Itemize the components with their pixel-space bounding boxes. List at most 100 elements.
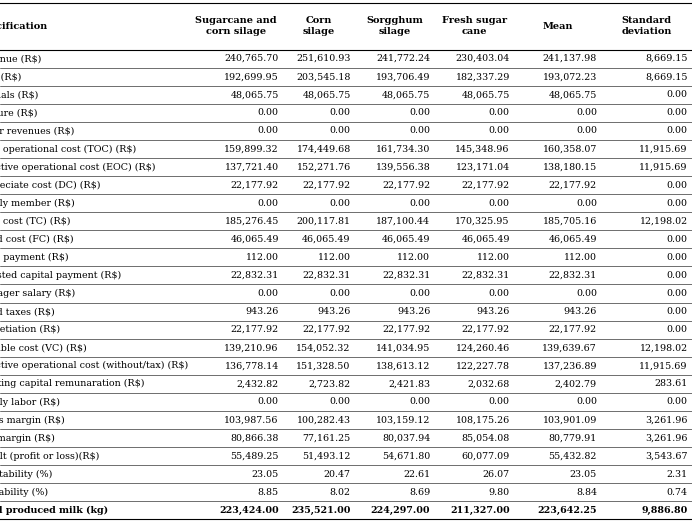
Text: 48,065.75: 48,065.75 [230, 90, 279, 99]
Text: Animals (R$): Animals (R$) [0, 90, 39, 99]
Text: 0.00: 0.00 [257, 289, 279, 298]
Text: 48,065.75: 48,065.75 [382, 90, 430, 99]
Text: 0.00: 0.00 [409, 126, 430, 135]
Text: 11,915.69: 11,915.69 [639, 145, 688, 153]
Text: 943.26: 943.26 [563, 307, 597, 316]
Text: Net margin (R$): Net margin (R$) [0, 433, 55, 443]
Text: 0.00: 0.00 [409, 199, 430, 208]
Text: Effective operational cost (EOC) (R$): Effective operational cost (EOC) (R$) [0, 162, 156, 172]
Text: 46,065.49: 46,065.49 [230, 235, 279, 244]
Text: 103,987.56: 103,987.56 [224, 416, 279, 424]
Text: Gross margin (R$): Gross margin (R$) [0, 416, 65, 424]
Text: Fixed taxes (R$): Fixed taxes (R$) [0, 307, 55, 316]
Text: 0.00: 0.00 [667, 397, 688, 407]
Text: Sorgghum
silage: Sorgghum silage [366, 16, 423, 36]
Text: 55,432.82: 55,432.82 [549, 452, 597, 460]
Text: 193,706.49: 193,706.49 [376, 72, 430, 81]
Text: Land payment (R$): Land payment (R$) [0, 253, 69, 262]
Text: 51,493.12: 51,493.12 [302, 452, 351, 460]
Text: 943.26: 943.26 [397, 307, 430, 316]
Text: 235,521.00: 235,521.00 [291, 506, 351, 515]
Text: 22,177.92: 22,177.92 [302, 325, 351, 334]
Text: 0.00: 0.00 [667, 181, 688, 189]
Text: Total produced milk (kg): Total produced milk (kg) [0, 506, 109, 515]
Text: 0.00: 0.00 [667, 325, 688, 334]
Text: 192,699.95: 192,699.95 [224, 72, 279, 81]
Text: Depretiation (R$): Depretiation (R$) [0, 325, 61, 334]
Text: 8.84: 8.84 [576, 488, 597, 497]
Text: 251,610.93: 251,610.93 [296, 54, 351, 63]
Text: 124,260.46: 124,260.46 [455, 343, 510, 352]
Text: Mean: Mean [543, 21, 573, 31]
Text: Other revenues (R$): Other revenues (R$) [0, 126, 75, 135]
Text: 23.05: 23.05 [251, 470, 279, 479]
Text: 12,198.02: 12,198.02 [639, 217, 688, 226]
Text: 152,271.76: 152,271.76 [296, 162, 351, 172]
Text: 182,337.29: 182,337.29 [455, 72, 510, 81]
Text: 0.00: 0.00 [489, 199, 510, 208]
Text: 22,177.92: 22,177.92 [302, 181, 351, 189]
Text: 100,282.43: 100,282.43 [297, 416, 351, 424]
Text: 2,723.82: 2,723.82 [309, 379, 351, 388]
Text: 0.00: 0.00 [409, 289, 430, 298]
Text: 112.00: 112.00 [477, 253, 510, 262]
Text: 0.00: 0.00 [667, 271, 688, 280]
Text: 0.00: 0.00 [667, 289, 688, 298]
Text: 0.00: 0.00 [257, 126, 279, 135]
Text: 11,915.69: 11,915.69 [639, 361, 688, 370]
Text: 0.00: 0.00 [329, 199, 351, 208]
Text: 112.00: 112.00 [318, 253, 351, 262]
Text: 174,449.68: 174,449.68 [296, 145, 351, 153]
Text: 0.00: 0.00 [576, 109, 597, 117]
Text: 23.05: 23.05 [570, 470, 597, 479]
Text: 2,032.68: 2,032.68 [468, 379, 510, 388]
Text: 3,261.96: 3,261.96 [646, 416, 688, 424]
Text: 241,772.24: 241,772.24 [376, 54, 430, 63]
Text: Fixed cost (FC) (R$): Fixed cost (FC) (R$) [0, 235, 74, 244]
Text: 139,639.67: 139,639.67 [543, 343, 597, 352]
Text: 22,177.92: 22,177.92 [382, 325, 430, 334]
Text: Depreciate cost (DC) (R$): Depreciate cost (DC) (R$) [0, 181, 101, 189]
Text: Total cost (TC) (R$): Total cost (TC) (R$) [0, 217, 71, 226]
Text: Milk (R$): Milk (R$) [0, 72, 22, 81]
Text: 0.00: 0.00 [667, 109, 688, 117]
Text: 80,779.91: 80,779.91 [549, 434, 597, 443]
Text: 22,177.92: 22,177.92 [230, 181, 279, 189]
Text: 0.00: 0.00 [257, 397, 279, 407]
Text: 8,669.15: 8,669.15 [646, 72, 688, 81]
Text: 223,642.25: 223,642.25 [538, 506, 597, 515]
Text: Family labor (R$): Family labor (R$) [0, 397, 60, 407]
Text: 22,832.31: 22,832.31 [302, 271, 351, 280]
Text: 12,198.02: 12,198.02 [639, 343, 688, 352]
Text: 151,328.50: 151,328.50 [296, 361, 351, 370]
Text: 0.00: 0.00 [667, 90, 688, 99]
Text: 22,177.92: 22,177.92 [549, 325, 597, 334]
Text: 3,261.96: 3,261.96 [646, 434, 688, 443]
Text: 137,721.40: 137,721.40 [225, 162, 279, 172]
Text: 161,734.30: 161,734.30 [376, 145, 430, 153]
Text: Fresh sugar
cane: Fresh sugar cane [441, 16, 507, 36]
Text: 103,159.12: 103,159.12 [376, 416, 430, 424]
Text: 283.61: 283.61 [655, 379, 688, 388]
Text: 46,065.49: 46,065.49 [302, 235, 351, 244]
Text: 224,297.00: 224,297.00 [371, 506, 430, 515]
Text: 170,325.95: 170,325.95 [455, 217, 510, 226]
Text: 187,100.44: 187,100.44 [376, 217, 430, 226]
Text: 108,175.26: 108,175.26 [455, 416, 510, 424]
Text: 0.00: 0.00 [489, 109, 510, 117]
Text: 122,227.78: 122,227.78 [456, 361, 510, 370]
Text: Corn
silage: Corn silage [303, 16, 335, 36]
Text: 0.00: 0.00 [667, 253, 688, 262]
Text: 138,613.12: 138,613.12 [376, 361, 430, 370]
Text: 22,177.92: 22,177.92 [549, 181, 597, 189]
Text: Manure (R$): Manure (R$) [0, 109, 38, 117]
Text: Profitability (%): Profitability (%) [0, 470, 53, 479]
Text: 0.00: 0.00 [329, 289, 351, 298]
Text: 22,832.31: 22,832.31 [462, 271, 510, 280]
Text: 0.00: 0.00 [667, 199, 688, 208]
Text: 0.00: 0.00 [329, 126, 351, 135]
Text: Revenue (R$): Revenue (R$) [0, 54, 42, 63]
Text: Sugarcane and
corn silage: Sugarcane and corn silage [194, 16, 276, 36]
Text: 48,065.75: 48,065.75 [302, 90, 351, 99]
Text: 22.61: 22.61 [403, 470, 430, 479]
